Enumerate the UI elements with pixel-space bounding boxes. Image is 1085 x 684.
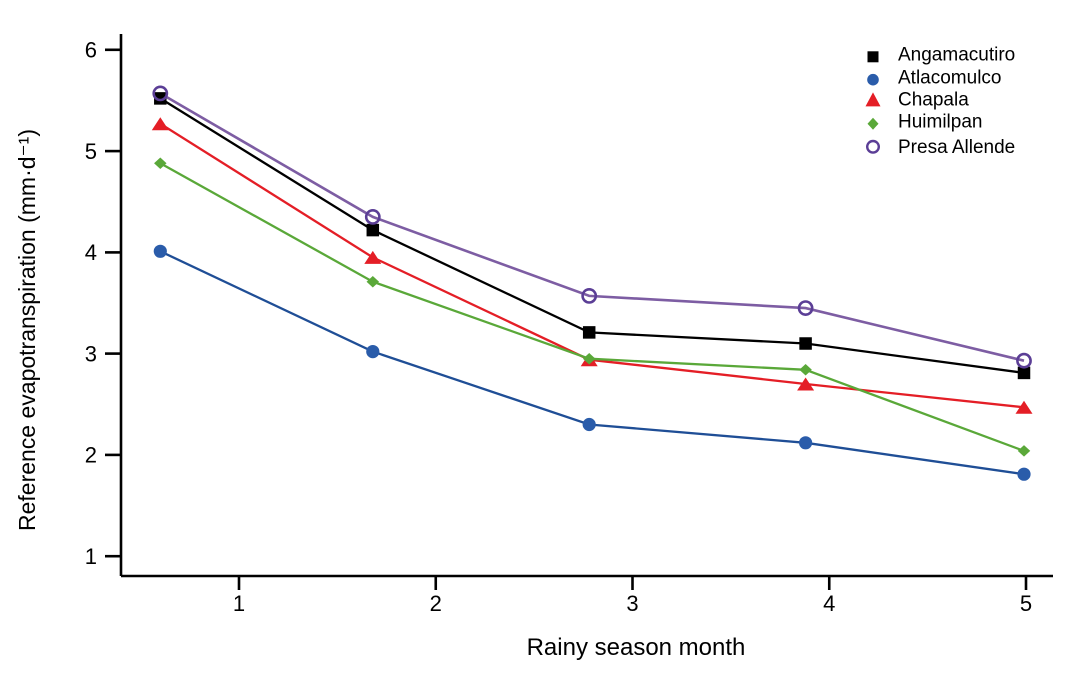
svg-text:Huimilpan: Huimilpan	[898, 112, 982, 133]
svg-text:1: 1	[233, 591, 245, 616]
svg-text:Presa Allende: Presa Allende	[898, 137, 1015, 158]
svg-text:Rainy season month: Rainy season month	[527, 634, 746, 661]
svg-text:5: 5	[85, 139, 97, 164]
svg-text:2: 2	[85, 443, 97, 468]
svg-text:Reference evapotranspiration (: Reference evapotranspiration (mm·d⁻¹)	[14, 129, 40, 531]
svg-text:4: 4	[823, 591, 835, 616]
svg-text:Angamacutiro: Angamacutiro	[898, 45, 1015, 66]
svg-text:Atlacomulco: Atlacomulco	[898, 68, 1002, 89]
svg-text:5: 5	[1020, 591, 1032, 616]
svg-text:4: 4	[85, 240, 97, 265]
svg-text:3: 3	[626, 591, 638, 616]
svg-text:2: 2	[430, 591, 442, 616]
svg-text:1: 1	[85, 544, 97, 569]
svg-text:6: 6	[85, 38, 97, 63]
svg-text:Chapala: Chapala	[898, 90, 969, 111]
svg-text:3: 3	[85, 341, 97, 366]
